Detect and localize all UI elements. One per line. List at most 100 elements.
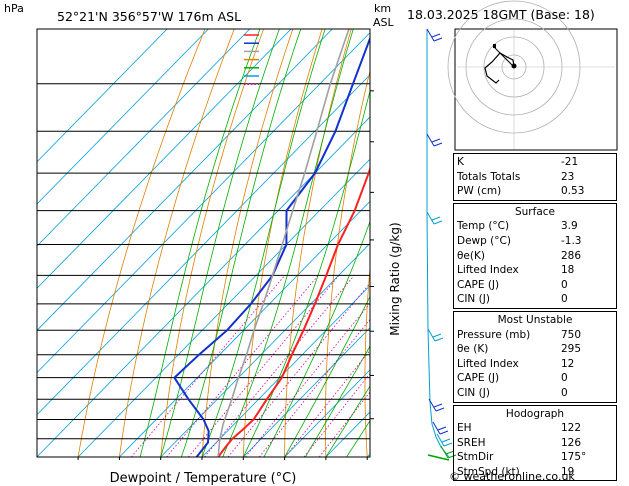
stat-row: θe(K) 286: [457, 249, 613, 264]
stat-row: StmSpd (kt) 19: [457, 465, 613, 480]
asl-axis-label: ASL: [373, 16, 395, 29]
isotherm-line: [160, 242, 370, 457]
stat-label: CAPE (J): [457, 372, 500, 385]
x-axis-title: Dewpoint / Temperature (°C): [110, 471, 297, 486]
wind-barb-feather: [437, 426, 447, 431]
wind-barb: [428, 398, 437, 412]
stat-value: 18: [561, 264, 575, 277]
wind-barb: [432, 421, 441, 435]
stat-label: Dewp (°C): [457, 234, 511, 247]
stat-label: StmSpd (kt): [457, 465, 520, 478]
mixing-ratio-line: [258, 318, 370, 457]
stat-value: 12: [561, 357, 575, 370]
stat-value: 750: [561, 328, 582, 341]
isotherm-line: [37, 29, 209, 205]
stat-row: Dewp (°C) -1.3: [457, 234, 613, 249]
wind-barb: [440, 445, 449, 459]
stats-panel: K -21 Totals Totals 23 PW (cm) 0.53 Surface Te…: [453, 153, 617, 483]
stat-value: -1.3: [561, 234, 582, 247]
stat-row: Pressure (mb) 750: [457, 328, 613, 343]
wind-barb: [436, 433, 445, 447]
plot-frame: [36, 28, 371, 458]
wind-barb-feather: [439, 430, 449, 435]
surface-wind-barb: [427, 454, 450, 461]
copyright-footer: © weatheronline.co.uk: [449, 470, 575, 483]
hodograph-storm-vector: [492, 45, 515, 68]
stat-label: CAPE (J): [457, 278, 500, 291]
stat-row: SREH 126: [457, 436, 613, 451]
wind-barb-feather: [433, 403, 443, 408]
wet-adiabat-line: [139, 29, 261, 457]
dry-adiabat-line: [119, 29, 235, 457]
mixing-ratio-line: [245, 302, 370, 457]
section-title: Hodograph: [505, 407, 565, 420]
stat-value: 286: [561, 249, 582, 262]
stat-row: CIN (J) 0: [457, 292, 613, 307]
hodograph-box: Hodograph EH 122 SREH 126 StmDir 175° StmSpd (k…: [453, 404, 617, 482]
wind-barb-feather: [433, 37, 443, 42]
stat-value: 19: [561, 465, 575, 478]
isotherm-line: [37, 116, 370, 457]
stat-row: Lifted Index 12: [457, 357, 613, 372]
stat-label: CIN (J): [457, 293, 490, 306]
stat-label: PW (cm): [457, 185, 502, 198]
hodograph-top-marker: [493, 44, 496, 48]
series-line-parcel-trajectory: [217, 29, 350, 457]
series-line-dewpoint: [173, 35, 370, 457]
isotherm-line: [37, 29, 333, 331]
stat-value: -21: [561, 156, 579, 168]
isotherm-line: [119, 200, 370, 457]
wind-barb-feather: [431, 216, 441, 221]
isotherm-line: [77, 158, 370, 457]
mixing-ratio-line: [130, 275, 286, 457]
dry-adiabat-line: [284, 29, 352, 457]
most-unstable-box: Most Unstable Pressure (mb) 750 θe (K) 295 Li…: [453, 310, 617, 403]
stat-label: θe (K): [457, 343, 489, 356]
stat-row: CIN (J) 0: [457, 386, 613, 401]
stat-value: 0: [561, 372, 568, 385]
wet-adiabat-line: [325, 385, 370, 457]
stat-row: θe (K) 295: [457, 342, 613, 357]
wind-barb-feather: [445, 450, 455, 455]
wind-barb-feather: [447, 454, 457, 459]
stat-value: 175°: [561, 451, 587, 464]
wind-barb-feather: [432, 333, 442, 338]
isotherm-line: [284, 369, 370, 457]
stat-label: Temp (°C): [457, 220, 510, 233]
km-axis-label: km: [374, 2, 391, 15]
stat-value: 0.53: [561, 185, 585, 198]
wind-barb: [426, 211, 435, 225]
stat-label: StmDir: [457, 451, 494, 464]
stat-label: K: [457, 156, 464, 168]
stat-row: PW (cm) 0.53: [457, 184, 613, 199]
wet-adiabat-line: [304, 345, 370, 457]
stat-value: 0: [561, 386, 568, 399]
stat-row: Totals Totals 23: [457, 170, 613, 185]
stat-value: 126: [561, 436, 582, 449]
stat-row: Temp (°C) 3.9: [457, 219, 613, 234]
hodograph-trace: [484, 52, 515, 84]
wind-barb-feather: [433, 142, 443, 147]
series-line-temperature: [217, 166, 370, 457]
wind-barb-feather: [433, 220, 443, 225]
dry-adiabat-line: [403, 29, 439, 457]
stat-value: 23: [561, 170, 575, 183]
hpa-axis-label: hPa: [4, 2, 24, 15]
stat-label: SREH: [457, 436, 486, 449]
wind-barb-feather: [435, 407, 445, 412]
wet-adiabat-line: [160, 29, 280, 457]
wind-barb-feather: [441, 438, 451, 443]
wind-barb: [426, 28, 435, 42]
mixing-ratio-axis-title: Mixing Ratio (g/kg): [388, 222, 402, 335]
stat-label: Lifted Index: [457, 357, 519, 370]
stat-value: 122: [561, 422, 582, 435]
section-title: Surface: [514, 205, 555, 218]
stat-row: CAPE (J) 0: [457, 371, 613, 386]
wind-barb: [426, 133, 435, 147]
hodograph-frame: [454, 28, 618, 151]
wind-barb-feather: [431, 138, 441, 143]
isotherm-line: [37, 29, 168, 163]
isotherm-line: [37, 29, 251, 247]
isotherm-line: [243, 327, 370, 457]
stat-row: EH 122: [457, 421, 613, 436]
